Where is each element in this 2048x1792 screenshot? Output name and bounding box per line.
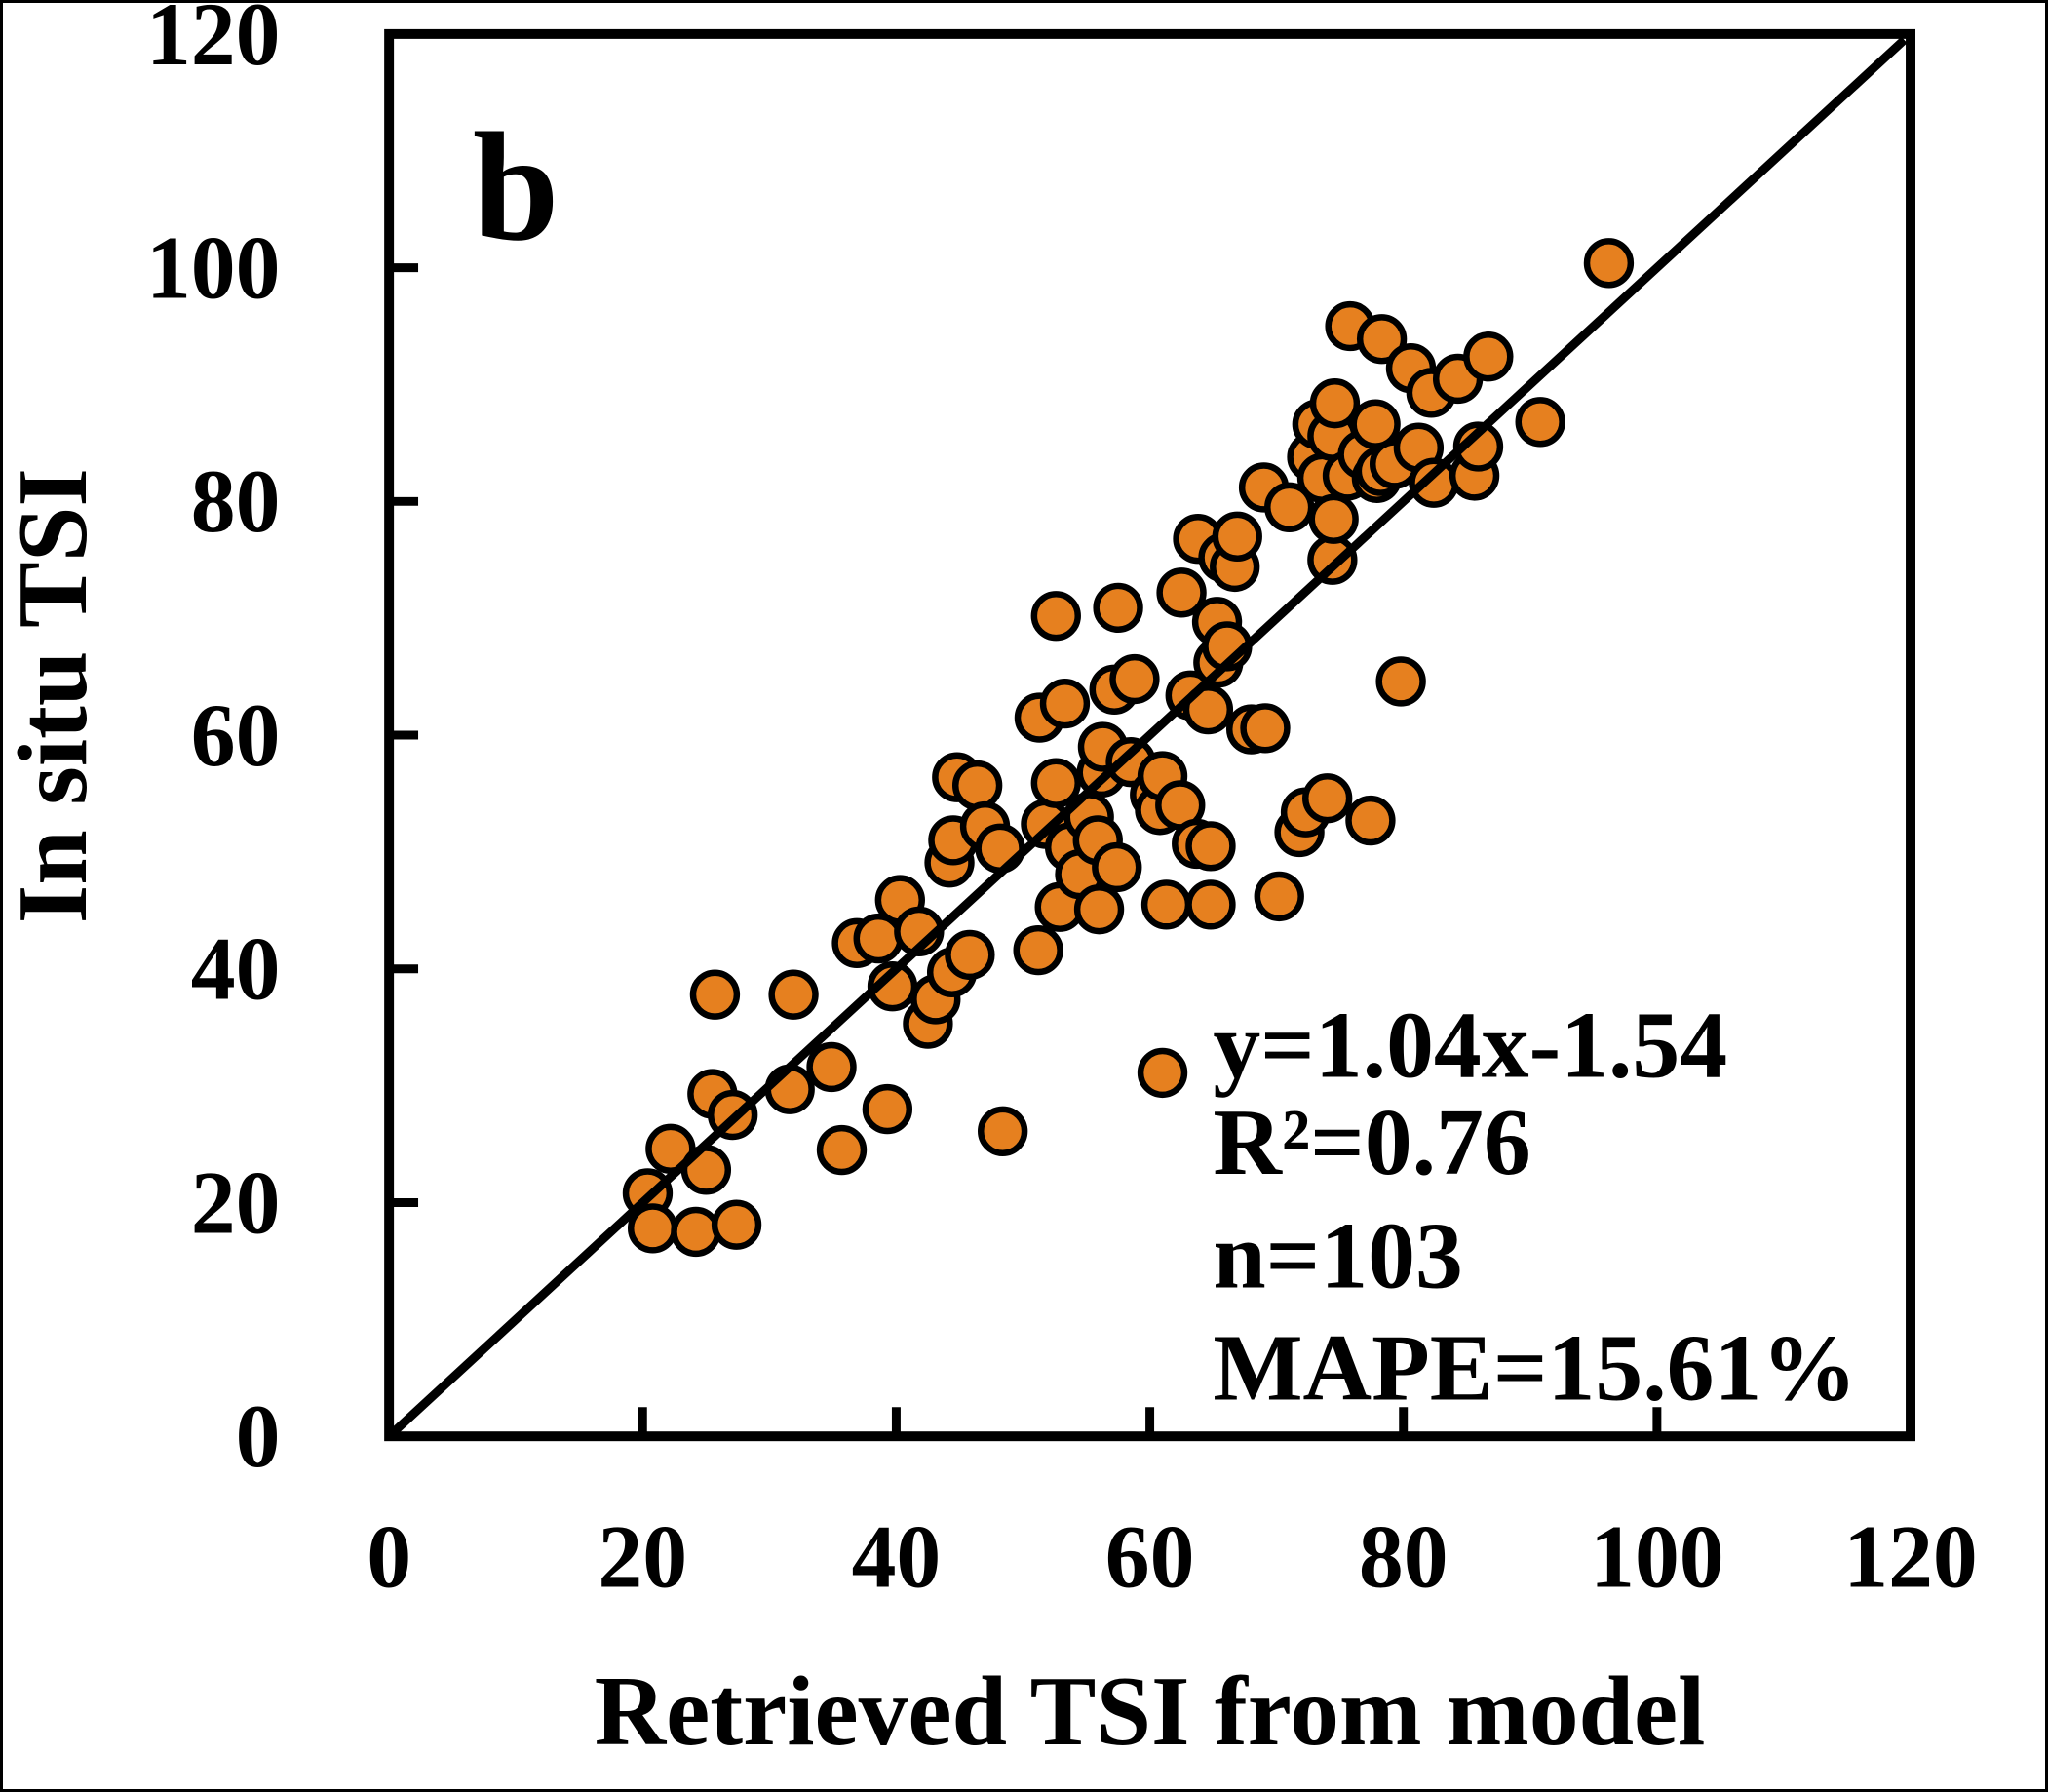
data-point bbox=[1345, 795, 1396, 846]
data-point bbox=[1212, 511, 1262, 562]
data-point bbox=[1093, 582, 1143, 634]
y-axis-title: In situ TSI bbox=[3, 468, 107, 923]
data-point bbox=[1073, 883, 1125, 935]
data-point bbox=[645, 1123, 696, 1175]
data-point bbox=[1013, 924, 1063, 976]
x-tick-label: 40 bbox=[852, 1507, 942, 1607]
data-point bbox=[768, 969, 819, 1020]
data-point bbox=[1039, 678, 1091, 729]
y-tick-label: 120 bbox=[146, 3, 281, 84]
x-tick-label: 20 bbox=[598, 1507, 687, 1607]
data-point bbox=[1240, 703, 1291, 754]
y-tick-label: 100 bbox=[146, 218, 281, 318]
data-point bbox=[1185, 821, 1236, 872]
data-point bbox=[1452, 421, 1504, 472]
tsi-scatter-chart: 0 20 40 60 80 100 120 0 20 40 60 80 100 120 Retrieved … bbox=[3, 3, 1978, 1766]
data-point bbox=[1350, 399, 1401, 449]
data-point bbox=[1254, 871, 1304, 922]
data-point bbox=[1515, 397, 1565, 448]
identity-line bbox=[386, 36, 1908, 1440]
data-point bbox=[1309, 377, 1361, 429]
data-point bbox=[711, 1199, 762, 1250]
data-point bbox=[806, 1041, 857, 1093]
y-tick-label: 40 bbox=[191, 919, 281, 1019]
x-tick-label: 120 bbox=[1843, 1507, 1978, 1607]
data-point bbox=[1356, 314, 1408, 365]
x-axis-title: Retrieved TSI from model bbox=[595, 1656, 1706, 1766]
data-point bbox=[1583, 238, 1635, 289]
data-point bbox=[1308, 493, 1359, 544]
data-point bbox=[1182, 683, 1234, 735]
data-point bbox=[945, 929, 995, 981]
regression-equation: y=1.04x-1.54 bbox=[1213, 993, 1727, 1098]
x-tick-label: 80 bbox=[1359, 1507, 1449, 1607]
data-point bbox=[1185, 879, 1236, 930]
data-point bbox=[1030, 758, 1081, 808]
data-point bbox=[689, 969, 741, 1020]
data-point bbox=[1030, 591, 1081, 642]
data-point bbox=[1156, 567, 1207, 618]
y-tick-label: 80 bbox=[191, 451, 281, 551]
data-point bbox=[764, 1064, 815, 1114]
axis-ticks-group bbox=[389, 263, 1662, 1437]
mape-value: MAPE=15.61% bbox=[1213, 1315, 1857, 1421]
r-squared-value: R²=0.76 bbox=[1213, 1090, 1530, 1195]
x-tick-label: 0 bbox=[367, 1507, 411, 1607]
axis-labels-group: 0 20 40 60 80 100 120 0 20 40 60 80 100 120 Retrieved … bbox=[3, 3, 1978, 1766]
data-point bbox=[1137, 1047, 1188, 1099]
y-tick-label: 0 bbox=[236, 1386, 281, 1486]
sample-size: n=103 bbox=[1213, 1204, 1462, 1309]
data-point bbox=[1109, 653, 1160, 705]
x-tick-label: 60 bbox=[1105, 1507, 1195, 1607]
x-tick-label: 100 bbox=[1590, 1507, 1724, 1607]
data-point bbox=[1463, 331, 1514, 382]
data-point bbox=[1140, 879, 1192, 930]
data-point bbox=[671, 1206, 721, 1258]
y-tick-label: 20 bbox=[191, 1152, 281, 1252]
data-point bbox=[816, 1124, 868, 1176]
panel-label: b bbox=[473, 101, 560, 273]
data-point bbox=[1092, 841, 1142, 893]
data-point bbox=[1264, 482, 1315, 532]
y-tick-label: 60 bbox=[191, 685, 281, 785]
data-point bbox=[1302, 773, 1353, 824]
data-point bbox=[978, 1106, 1028, 1156]
identity-line-group bbox=[386, 36, 1908, 1440]
data-point bbox=[1375, 656, 1426, 707]
data-point bbox=[862, 1083, 913, 1135]
data-point bbox=[951, 760, 1003, 811]
